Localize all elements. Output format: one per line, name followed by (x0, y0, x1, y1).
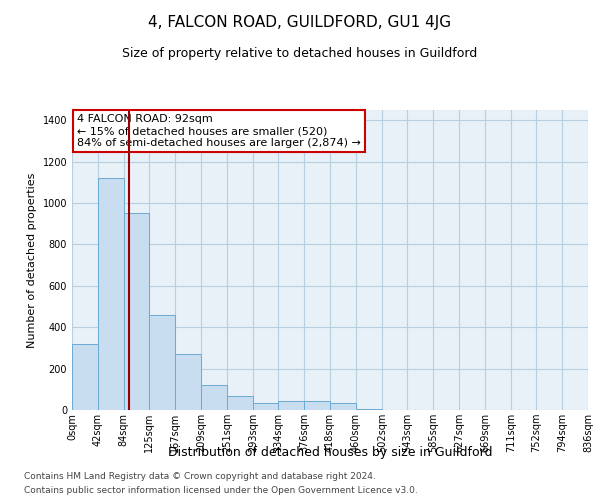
Bar (175, 354, 201, 410)
Bar (304, 400, 330, 410)
Text: 4 FALCON ROAD: 92sqm
← 15% of detached houses are smaller (520)
84% of semi-deta: 4 FALCON ROAD: 92sqm ← 15% of detached h… (77, 114, 361, 148)
Text: 4, FALCON ROAD, GUILDFORD, GU1 4JG: 4, FALCON ROAD, GUILDFORD, GU1 4JG (148, 15, 452, 30)
Bar (278, 400, 304, 410)
Bar (149, 315, 175, 410)
Bar (201, 385, 227, 410)
Bar (72, 344, 98, 410)
Bar (227, 396, 253, 410)
Text: Contains HM Land Registry data © Crown copyright and database right 2024.: Contains HM Land Registry data © Crown c… (24, 472, 376, 481)
Text: Distribution of detached houses by size in Guildford: Distribution of detached houses by size … (168, 446, 492, 459)
Bar (98, 178, 124, 410)
Bar (356, 409, 382, 410)
Bar (253, 403, 278, 410)
Bar (124, 214, 149, 410)
Text: Size of property relative to detached houses in Guildford: Size of property relative to detached ho… (122, 48, 478, 60)
Bar (330, 403, 356, 410)
Text: Contains public sector information licensed under the Open Government Licence v3: Contains public sector information licen… (24, 486, 418, 495)
Y-axis label: Number of detached properties: Number of detached properties (27, 172, 37, 348)
